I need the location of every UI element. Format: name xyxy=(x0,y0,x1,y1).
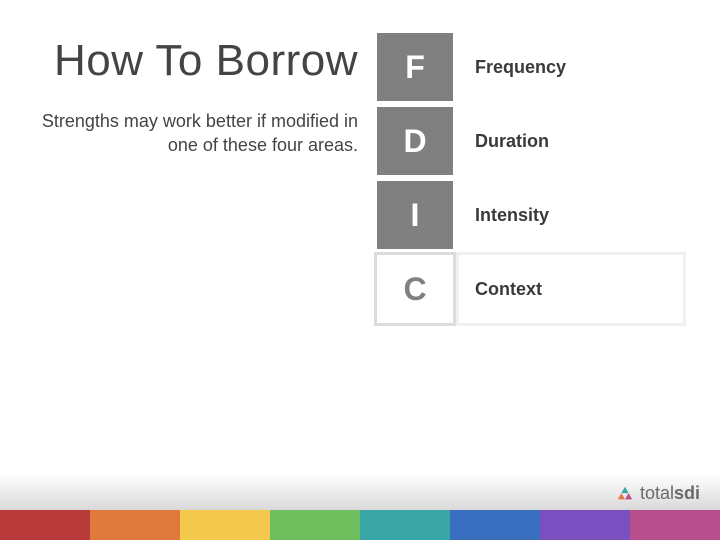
colorbar-seg xyxy=(0,510,90,540)
table-row: I Intensity xyxy=(374,178,686,252)
logo-triangle-icon xyxy=(616,485,634,503)
label-cell: Intensity xyxy=(456,178,686,252)
table-row: C Context xyxy=(374,252,686,326)
letter-cell: F xyxy=(374,30,456,104)
table-row: F Frequency xyxy=(374,30,686,104)
brand-logo: totalsdi xyxy=(616,483,700,504)
colorbar-seg xyxy=(450,510,540,540)
colorbar-seg xyxy=(360,510,450,540)
logo-text: totalsdi xyxy=(640,483,700,504)
footer-gradient xyxy=(0,474,720,510)
fdic-table: F Frequency D Duration I Intensity C Con… xyxy=(374,30,686,326)
label-cell: Context xyxy=(456,252,686,326)
label-cell: Frequency xyxy=(456,30,686,104)
colorbar-seg xyxy=(90,510,180,540)
letter-cell: C xyxy=(374,252,456,326)
letter-cell: I xyxy=(374,178,456,252)
colorbar-seg xyxy=(180,510,270,540)
slide: How To Borrow Strengths may work better … xyxy=(0,0,720,540)
left-text-block: How To Borrow Strengths may work better … xyxy=(28,36,358,157)
slide-title: How To Borrow xyxy=(28,36,358,87)
logo-text-bold: sdi xyxy=(674,483,700,503)
footer: totalsdi xyxy=(0,474,720,540)
logo-text-light: total xyxy=(640,483,674,503)
fdic-table-body: F Frequency D Duration I Intensity C Con… xyxy=(374,30,686,326)
colorbar-seg xyxy=(270,510,360,540)
slide-subtitle: Strengths may work better if modified in… xyxy=(28,109,358,158)
colorbar-seg xyxy=(630,510,720,540)
footer-colorbar xyxy=(0,510,720,540)
letter-cell: D xyxy=(374,104,456,178)
colorbar-seg xyxy=(540,510,630,540)
table-row: D Duration xyxy=(374,104,686,178)
label-cell: Duration xyxy=(456,104,686,178)
